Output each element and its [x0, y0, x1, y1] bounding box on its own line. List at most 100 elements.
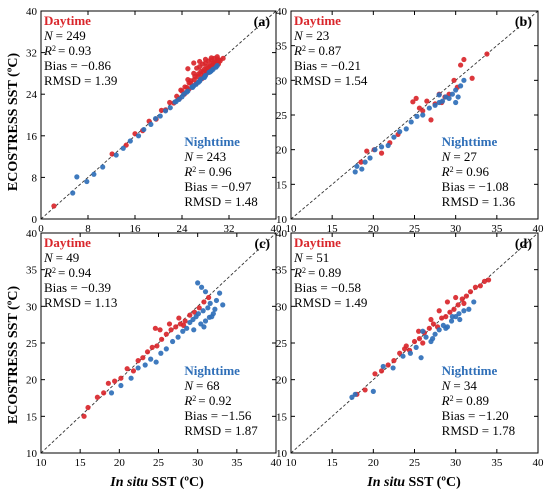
x-tick-label: 15 [327, 223, 339, 235]
daytime-point [439, 315, 445, 321]
nighttime-point [370, 388, 376, 394]
y-tick-label: 24 [26, 89, 38, 101]
nighttime-point [135, 365, 141, 371]
daytime-point [158, 107, 165, 113]
daytime-point [191, 60, 197, 66]
nighttime-point [457, 316, 463, 323]
daytime-point [94, 394, 100, 400]
x-tick-label: 30 [192, 457, 204, 469]
nighttime-point [201, 74, 207, 81]
daytime-point [220, 55, 226, 61]
nighttime-point [135, 133, 142, 139]
nighttime-point [179, 94, 185, 100]
daytime-point [453, 294, 459, 301]
nighttime-point [173, 98, 179, 105]
y-tick-label: 0 [32, 214, 38, 226]
y-tick-label: 15 [276, 411, 288, 423]
night-stats-r2: R2 = 0.89 [441, 393, 489, 408]
night-stats-n: N = 27 [441, 149, 478, 164]
daytime-point [208, 55, 214, 61]
nighttime-point [127, 138, 133, 144]
daytime-point [358, 159, 364, 165]
daytime-point [481, 278, 488, 284]
y-tick-label: 30 [276, 75, 288, 87]
daytime-point [206, 294, 212, 301]
daytime-point [85, 404, 91, 411]
nighttime-point [448, 318, 455, 324]
nighttime-point [184, 325, 190, 331]
nighttime-point [202, 318, 209, 324]
y-tick-label: 8 [32, 172, 38, 184]
panel-label: (a) [254, 15, 271, 30]
nighttime-point [148, 121, 154, 127]
x-tick-label: 10 [36, 457, 48, 469]
nighttime-point [70, 190, 76, 196]
nighttime-point [195, 280, 201, 286]
daytime-point [159, 336, 165, 342]
daytime-point [157, 327, 163, 333]
night-stats-rmsd: RMSD = 1.78 [442, 423, 515, 438]
nighttime-point [436, 327, 442, 333]
day-stats-rmsd: RMSD = 1.39 [44, 73, 117, 88]
nighttime-point [352, 169, 358, 175]
daytime-point [196, 305, 202, 311]
nighttime-series [352, 77, 467, 175]
day-stats-n: N = 23 [293, 28, 329, 43]
nighttime-point [191, 327, 197, 333]
nighttime-point [414, 113, 420, 119]
daytime-point [461, 300, 467, 306]
nighttime-point [175, 334, 181, 340]
daytime-point [166, 321, 173, 327]
nighttime-point [184, 89, 190, 95]
y-axis-title-bottom: ECOSTRESS SST (ºC) [6, 286, 21, 425]
daytime-point [149, 344, 155, 350]
night-stats-n: N = 34 [441, 378, 478, 393]
daytime-point [182, 84, 188, 90]
night-stats-rmsd: RMSD = 1.36 [442, 194, 516, 209]
nighttime-point [195, 311, 202, 317]
daytime-point [167, 99, 173, 106]
nighttime-point [220, 302, 226, 308]
daytime-point [385, 362, 391, 368]
day-stats-r2: R2 = 0.87 [293, 43, 342, 58]
nighttime-point [167, 105, 173, 111]
x-tick-label: 8 [85, 223, 91, 235]
x-tick-label: 25 [409, 457, 421, 469]
daytime-point [210, 60, 216, 66]
nighttime-point [367, 155, 373, 161]
nighttime-point [453, 99, 459, 106]
day-stats-title: Daytime [294, 235, 341, 250]
x-tick-label: 10 [286, 223, 298, 235]
nighttime-point [407, 350, 413, 356]
daytime-point [135, 358, 141, 364]
x-axis-title-left: In situ SST (ºC) [109, 475, 204, 490]
daytime-point [109, 151, 115, 157]
y-tick-label: 30 [26, 301, 38, 313]
daytime-point [364, 148, 370, 154]
x-tick-label: 40 [271, 457, 283, 469]
nighttime-point [163, 346, 169, 352]
nighttime-point [213, 297, 220, 304]
x-tick-label: 20 [114, 457, 126, 469]
nighttime-series [108, 280, 226, 396]
daytime-point [477, 283, 483, 289]
daytime-point [144, 349, 151, 355]
x-tick-label: 25 [153, 457, 165, 469]
nighttime-point [408, 119, 414, 125]
daytime-point [391, 358, 397, 364]
daytime-point [436, 308, 442, 314]
daytime-point [447, 309, 453, 315]
daytime-point [472, 284, 479, 290]
nighttime-point [153, 359, 159, 365]
y-tick-label: 10 [276, 214, 288, 226]
daytime-point [451, 77, 457, 83]
daytime-point [469, 75, 475, 81]
night-stats-n: N = 243 [183, 149, 226, 164]
x-tick-label: 40 [533, 457, 545, 469]
nighttime-point [202, 289, 209, 295]
nighttime-point [385, 142, 391, 149]
daytime-point [152, 325, 158, 331]
daytime-series [354, 277, 492, 397]
